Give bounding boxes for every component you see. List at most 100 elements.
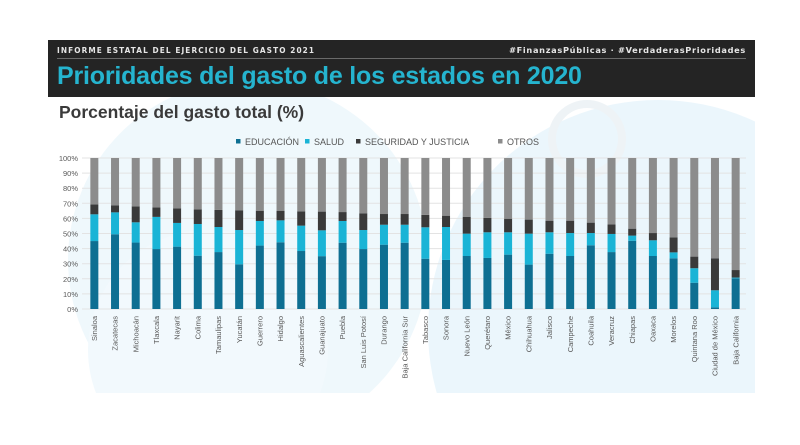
bar-puebla xyxy=(338,158,347,309)
bar-segment-salud xyxy=(338,220,347,243)
legend-label: OTROS xyxy=(507,137,539,147)
bar-segment-seguridad-y-justicia xyxy=(566,220,575,234)
x-tick-label: Querétaro xyxy=(483,316,492,350)
header-divider xyxy=(57,58,746,59)
bar-segment-educacion xyxy=(235,264,244,309)
legend-item-seguridad-y-justicia: SEGURIDAD Y JUSTICIA xyxy=(356,137,469,147)
bar-segment-seguridad-y-justicia xyxy=(690,256,699,269)
x-tick-label: San Luis Potosí xyxy=(359,315,368,368)
bar-segment-otros xyxy=(255,158,264,211)
bar-segment-salud xyxy=(255,220,264,246)
x-tick-label: Colima xyxy=(193,315,202,339)
bar-segment-otros xyxy=(297,158,306,212)
y-tick-label: 40% xyxy=(63,245,78,254)
x-tick-label: Puebla xyxy=(338,315,347,339)
bar-segment-salud xyxy=(731,277,740,279)
bar-segment-educacion xyxy=(131,242,140,309)
bar-segment-seguridad-y-justicia xyxy=(421,214,430,228)
x-tick-label: Veracruz xyxy=(607,316,616,346)
bar-oaxaca xyxy=(648,158,657,309)
legend-swatch xyxy=(356,139,361,144)
bar-mexico xyxy=(504,158,513,309)
y-tick-label: 60% xyxy=(63,214,78,223)
hashtags: #FinanzasPúblicas · #VerdaderasPrioridad… xyxy=(509,45,746,55)
bar-segment-seguridad-y-justicia xyxy=(400,214,409,225)
bar-segment-educacion xyxy=(255,245,264,309)
bar-segment-salud xyxy=(276,220,285,243)
bar-guanajuato xyxy=(317,158,326,309)
bar-segment-otros xyxy=(421,158,430,215)
bar-segment-salud xyxy=(421,227,430,259)
bar-segment-educacion xyxy=(111,234,120,309)
y-tick-label: 80% xyxy=(63,184,78,193)
bar-segment-otros xyxy=(214,158,223,210)
x-tick-label: Baja California Sur xyxy=(400,315,409,378)
bar-segment-otros xyxy=(690,158,699,257)
x-tick-label: Guerrero xyxy=(255,316,264,346)
x-tick-label: Nuevo León xyxy=(462,316,471,356)
bar-segment-educacion xyxy=(317,256,326,309)
bar-segment-educacion xyxy=(359,249,368,309)
page-title: Prioridades del gasto de los estados en … xyxy=(57,62,582,90)
y-tick-label: 20% xyxy=(63,275,78,284)
legend-swatch xyxy=(305,139,310,144)
bar-segment-otros xyxy=(462,158,471,217)
bar-segment-otros xyxy=(504,158,513,219)
bar-segment-otros xyxy=(235,158,244,211)
x-tick-label: Durango xyxy=(380,316,389,345)
bar-nayarit xyxy=(173,158,182,309)
bar-segment-educacion xyxy=(586,245,595,309)
bar-segment-salud xyxy=(524,233,533,265)
bar-segment-seguridad-y-justicia xyxy=(483,217,492,233)
bar-segment-salud xyxy=(317,230,326,257)
bar-segment-otros xyxy=(710,158,719,259)
bar-segment-otros xyxy=(111,158,120,206)
bar-michoacan xyxy=(131,158,140,309)
gridlines xyxy=(82,157,746,310)
bar-tlaxcala xyxy=(152,158,161,309)
bar-segment-seguridad-y-justicia xyxy=(442,215,451,228)
bar-quintana-roo xyxy=(690,158,699,309)
bars xyxy=(90,158,740,309)
x-tick-label: Zacatecas xyxy=(111,316,120,351)
bar-segment-educacion xyxy=(90,241,99,309)
bar-san-luis-potosi xyxy=(359,158,368,309)
x-tick-label: Oaxaca xyxy=(649,315,658,342)
x-tick-label: Tamaulipas xyxy=(214,316,223,354)
bar-aguascalientes xyxy=(297,158,306,309)
bar-segment-salud xyxy=(462,233,471,256)
bar-segment-salud xyxy=(545,232,554,254)
bar-segment-educacion xyxy=(607,252,616,309)
bar-nuevo-leon xyxy=(462,158,471,309)
bar-segment-seguridad-y-justicia xyxy=(628,228,637,236)
bar-segment-otros xyxy=(586,158,595,223)
x-tick-label: Baja California xyxy=(731,315,740,365)
y-tick-label: 0% xyxy=(67,305,78,314)
bar-segment-salud xyxy=(628,235,637,241)
bar-segment-seguridad-y-justicia xyxy=(90,204,99,215)
legend-label: EDUCACIÓN xyxy=(245,137,299,147)
bar-veracruz xyxy=(607,158,616,309)
x-tick-label: Chihuahua xyxy=(524,315,533,352)
bar-jalisco xyxy=(545,158,554,309)
x-tick-label: Coahuila xyxy=(586,315,595,345)
bar-segment-educacion xyxy=(504,254,513,309)
bar-segment-seguridad-y-justicia xyxy=(669,237,678,253)
legend-label: SALUD xyxy=(314,137,345,147)
slide: INFORME ESTATAL DEL EJERCICIO DEL GASTO … xyxy=(48,40,755,393)
bar-segment-seguridad-y-justicia xyxy=(731,270,740,278)
bar-segment-salud xyxy=(214,227,223,253)
bar-segment-salud xyxy=(90,214,99,242)
bar-segment-educacion xyxy=(193,255,202,309)
y-tick-label: 90% xyxy=(63,169,78,178)
bar-segment-educacion xyxy=(152,249,161,309)
bar-ciudad-de-mexico xyxy=(710,158,719,309)
x-tick-label: Guanajuato xyxy=(318,316,327,355)
bar-segment-otros xyxy=(731,158,740,271)
bar-tamaulipas xyxy=(214,158,223,309)
bar-segment-otros xyxy=(359,158,368,214)
bar-segment-educacion xyxy=(173,246,182,309)
x-tick-label: Nayarit xyxy=(173,315,182,340)
bar-yucatan xyxy=(235,158,244,309)
bar-segment-seguridad-y-justicia xyxy=(131,206,140,223)
